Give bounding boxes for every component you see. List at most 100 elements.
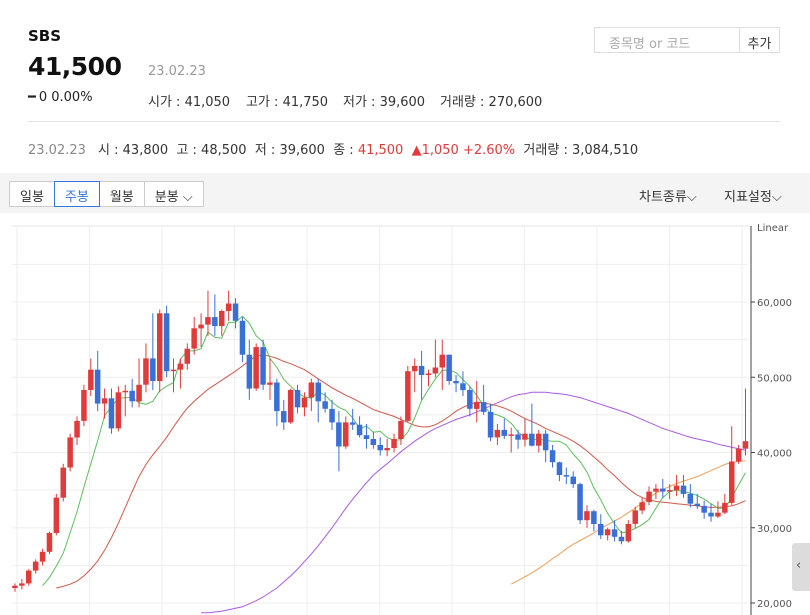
tab-minute[interactable]: 분봉 ⌵ (143, 181, 204, 207)
candle (501, 418, 507, 439)
candle-body (322, 401, 328, 409)
candle-body (584, 511, 590, 521)
candle (687, 484, 694, 508)
divider (28, 121, 780, 122)
candle (294, 384, 301, 414)
y-tick-label: 50,000 (757, 373, 792, 384)
candle (384, 438, 390, 457)
candle (604, 527, 611, 541)
candle-body (494, 429, 501, 438)
candle (660, 478, 666, 498)
candle (115, 386, 122, 432)
candle (219, 309, 225, 336)
candle-body (143, 358, 149, 385)
candle (536, 429, 542, 453)
candle-body (19, 583, 25, 586)
period-date: 23.02.23 (28, 143, 86, 158)
candle-body (108, 398, 115, 429)
candle-body (136, 384, 142, 402)
candle (618, 530, 625, 545)
candle-body (646, 491, 652, 503)
candle (494, 423, 501, 445)
candle (480, 384, 487, 415)
candle-body (329, 408, 335, 423)
tab-monthly[interactable]: 월봉 (98, 181, 145, 207)
candle (639, 497, 645, 515)
candle (225, 290, 232, 321)
candle (549, 444, 556, 468)
candle (522, 418, 528, 447)
chevron-down-icon: ⌵ (771, 190, 782, 205)
candle-body (715, 512, 721, 517)
candle-body (205, 317, 211, 325)
candle (377, 437, 383, 456)
candle (425, 369, 432, 387)
candle (653, 484, 659, 500)
add-button[interactable]: 추가 (739, 27, 780, 53)
candlestick-chart[interactable]: 20,000 30,000 40,000 50,000 60,000 Linear (0, 213, 810, 615)
indicator-settings-menu[interactable]: 지표설정⌵ (724, 190, 782, 205)
candle-body (81, 390, 87, 421)
candle-body (53, 497, 60, 533)
candle (170, 358, 177, 393)
candle-body (666, 490, 673, 492)
candle (129, 378, 135, 408)
candle-body (611, 529, 618, 537)
candle (322, 392, 328, 413)
candle-body (46, 533, 53, 552)
candle (143, 343, 149, 393)
candle-body (287, 390, 294, 423)
candle (556, 461, 563, 482)
candle-body (480, 402, 487, 412)
chart-type-menu[interactable]: 차트종류⌵ (639, 190, 697, 205)
stat-low: 저가 : 39,600 (343, 95, 426, 110)
tab-daily[interactable]: 일봉 (9, 181, 55, 207)
candle-body (508, 434, 514, 436)
candle-body (639, 502, 645, 511)
candle-body (101, 398, 108, 404)
candle (81, 384, 87, 427)
candle-body (735, 448, 742, 462)
candle (101, 388, 108, 419)
candle-body (94, 369, 101, 404)
candle-body (625, 524, 632, 542)
chevron-left-icon: ‹ (796, 558, 802, 573)
change-value: 0 (38, 90, 48, 105)
chevron-down-icon: ⌵ (686, 190, 697, 205)
candle-body (370, 439, 377, 445)
candle-body (74, 420, 80, 438)
candle (274, 378, 280, 427)
candle-body (260, 347, 266, 385)
candle (474, 381, 480, 423)
candle-body (653, 488, 659, 492)
candle-body (412, 366, 418, 372)
candle-body (377, 445, 383, 451)
candle (39, 548, 46, 566)
candle-body (39, 551, 46, 562)
candle-body (446, 354, 452, 381)
candle-body (460, 383, 466, 391)
candle (729, 426, 735, 506)
candle-body (577, 484, 583, 521)
y-tick-label: 40,000 (757, 449, 792, 460)
side-panel-toggle[interactable]: ‹ (792, 543, 810, 591)
candle (26, 569, 32, 586)
candle (632, 506, 638, 528)
candle-body (680, 485, 687, 494)
stat-volume: 거래량 : 270,600 (440, 95, 543, 110)
candle (405, 365, 411, 423)
candle (673, 475, 680, 497)
candle-body (88, 369, 94, 390)
candle (301, 392, 308, 417)
candle (74, 416, 80, 445)
search-input[interactable]: 종목명 or 코드 (594, 27, 739, 53)
tab-weekly[interactable]: 주봉 (53, 181, 100, 207)
candle-body (598, 524, 604, 536)
period-tabs: 일봉 주봉 월봉 분봉 ⌵ (9, 181, 204, 207)
candle (508, 427, 514, 453)
candle-body (225, 303, 232, 311)
candle-body (708, 512, 714, 517)
candle (666, 484, 673, 500)
candle (591, 509, 597, 532)
candle (515, 429, 521, 449)
